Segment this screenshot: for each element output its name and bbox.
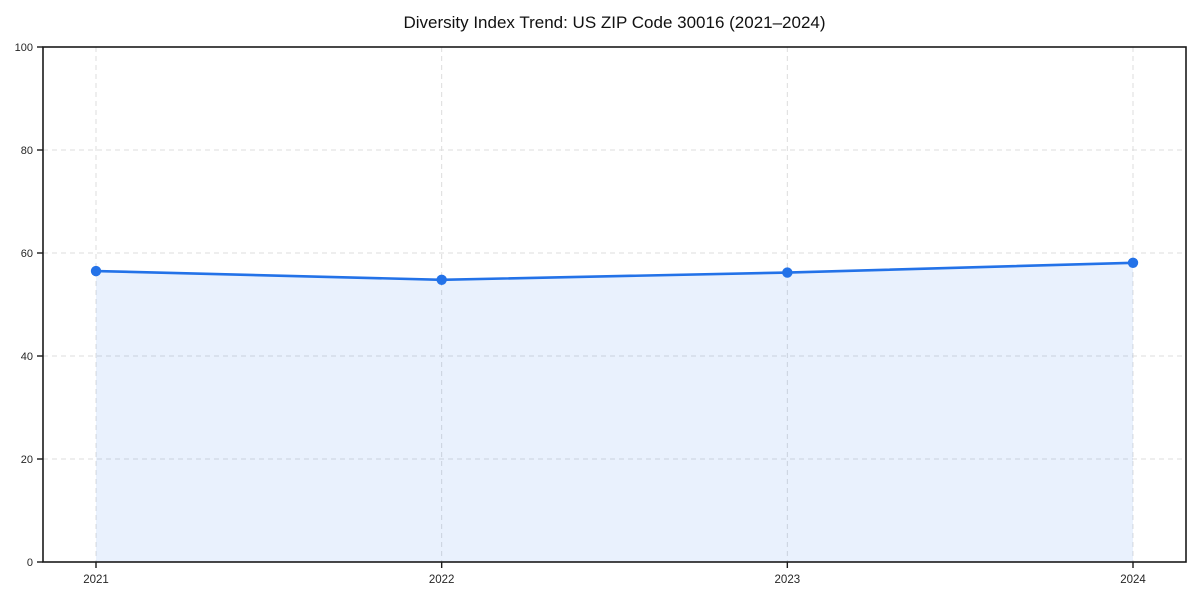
y-tick-label: 0 <box>27 557 33 569</box>
y-tick-label: 40 <box>21 351 33 363</box>
trend-line <box>94 261 1135 282</box>
chart-title: Diversity Index Trend: US ZIP Code 30016… <box>403 13 826 32</box>
y-tick-label: 20 <box>21 454 33 466</box>
data-point-2023 <box>782 267 793 278</box>
plot-frame <box>42 46 1187 563</box>
data-point-2021 <box>90 265 102 277</box>
data-point-2024 <box>1127 257 1139 268</box>
y-tick-label: 80 <box>21 145 33 157</box>
y-tick-label: 60 <box>21 248 33 260</box>
x-tick-label: 2023 <box>775 574 801 586</box>
x-tick-label: 2024 <box>1120 574 1146 586</box>
data-point-2022 <box>436 274 447 285</box>
x-tick-label: 2022 <box>429 574 455 586</box>
area-fill <box>96 262 1133 562</box>
x-tick-label: 2021 <box>83 574 109 586</box>
y-tick-label: 100 <box>15 42 33 54</box>
